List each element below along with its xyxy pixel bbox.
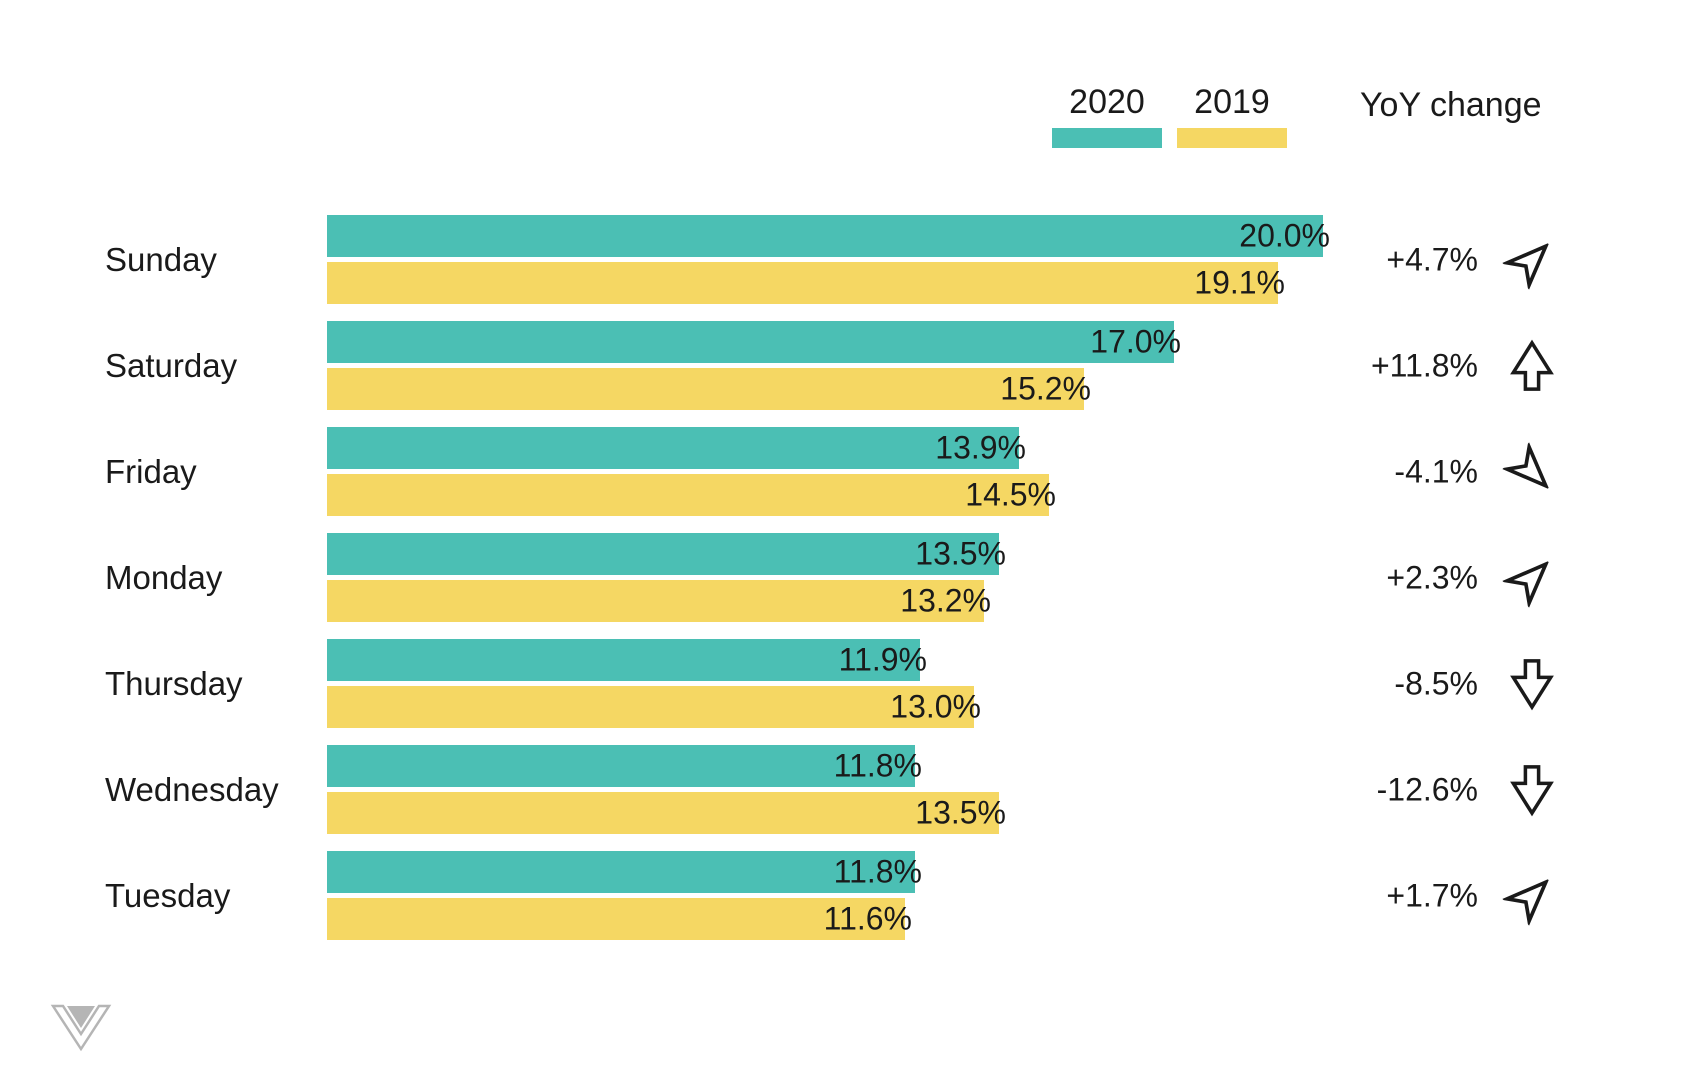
bar-2020: 13.9% — [327, 427, 1026, 469]
chart-row: Sunday 20.0% 19.1% +4.7% — [0, 215, 1682, 304]
yoy-up-right-arrow-icon — [1500, 550, 1560, 609]
bar-2020: 20.0% — [327, 215, 1330, 257]
yoy-value: +1.7% — [1386, 877, 1478, 913]
category-label: Saturday — [105, 346, 238, 384]
category-label: Tuesday — [105, 876, 231, 914]
category-label: Wednesday — [105, 770, 279, 808]
bar-value-label: 19.1% — [1194, 264, 1285, 301]
bar-value-label: 14.5% — [965, 476, 1056, 513]
yoy-down-arrow-icon — [1504, 762, 1560, 818]
bar-value-label: 11.9% — [838, 641, 927, 678]
bar-value-label: 15.2% — [1000, 370, 1091, 407]
bar-value-label: 11.8% — [833, 853, 922, 890]
category-label: Friday — [105, 452, 197, 490]
category-label: Thursday — [105, 664, 243, 702]
legend-label-2020: 2020 — [1069, 83, 1145, 121]
bar-2019: 13.2% — [327, 580, 991, 622]
bar-value-label: 13.5% — [915, 794, 1006, 831]
legend-item-2020: 2020 — [1052, 84, 1162, 148]
bar-2020: 11.8% — [327, 745, 922, 787]
yoy-value: -8.5% — [1394, 665, 1478, 701]
yoy-value: +11.8% — [1370, 347, 1478, 383]
chart-row: Wednesday 11.8% 13.5% -12.6% — [0, 745, 1682, 834]
yoy-change-header: YoY change — [1360, 86, 1542, 124]
bar-2020: 13.5% — [327, 533, 1006, 575]
brand-v-logo — [50, 1004, 112, 1052]
bar-2019: 14.5% — [327, 474, 1056, 516]
bar-value-label: 13.9% — [935, 429, 1026, 466]
yoy-down-right-arrow-icon — [1500, 440, 1560, 500]
bar-value-label: 13.5% — [915, 535, 1006, 572]
legend-swatch-2020-teal — [1052, 128, 1162, 148]
bar-2020: 11.8% — [327, 851, 922, 893]
chart-row: Thursday 11.9% 13.0% -8.5% — [0, 639, 1682, 728]
bar-2019: 13.0% — [327, 686, 981, 728]
bar-value-label: 20.0% — [1239, 217, 1330, 254]
yoy-up-arrow-icon — [1504, 338, 1560, 394]
bar-value-label: 11.6% — [823, 900, 912, 937]
bar-value-label: 11.8% — [833, 747, 922, 784]
yoy-value: -4.1% — [1394, 453, 1478, 489]
legend-item-2019: 2019 — [1177, 84, 1287, 148]
chart-row: Friday 13.9% 14.5% -4.1% — [0, 427, 1682, 516]
chart-row: Saturday 17.0% 15.2% +11.8% — [0, 321, 1682, 410]
yoy-value: +2.3% — [1386, 559, 1478, 595]
yoy-value: +4.7% — [1386, 241, 1478, 277]
chart-row: Monday 13.5% 13.2% +2.3% — [0, 533, 1682, 622]
bar-2019: 13.5% — [327, 792, 1006, 834]
bar-value-label: 13.0% — [890, 688, 981, 725]
bar-2019: 11.6% — [327, 898, 912, 940]
category-label: Monday — [105, 558, 223, 596]
yoy-value: -12.6% — [1376, 771, 1478, 807]
category-label: Sunday — [105, 240, 217, 278]
bar-2019: 15.2% — [327, 368, 1091, 410]
bar-2020: 11.9% — [327, 639, 927, 681]
bar-2019: 19.1% — [327, 262, 1285, 304]
legend-label-2019: 2019 — [1194, 83, 1270, 121]
bar-2020: 17.0% — [327, 321, 1181, 363]
bar-value-label: 13.2% — [900, 582, 991, 619]
chart-row: Tuesday 11.8% 11.6% +1.7% — [0, 851, 1682, 940]
yoy-up-right-arrow-icon — [1500, 868, 1560, 927]
bar-value-label: 17.0% — [1090, 323, 1181, 360]
yoy-up-right-arrow-icon — [1500, 232, 1560, 291]
legend-swatch-2019-yellow — [1177, 128, 1287, 148]
yoy-down-arrow-icon — [1504, 656, 1560, 712]
